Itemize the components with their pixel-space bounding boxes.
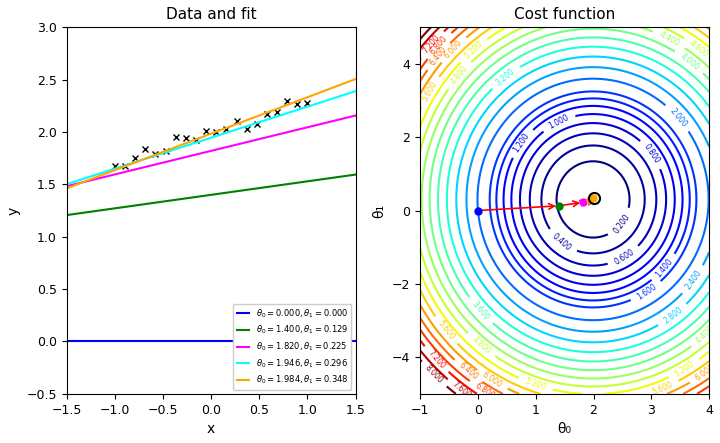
Text: 1.000: 1.000 bbox=[546, 113, 570, 131]
Text: 8.000: 8.000 bbox=[423, 364, 444, 385]
Text: 4.400: 4.400 bbox=[657, 30, 681, 48]
Text: 0.400: 0.400 bbox=[550, 232, 572, 253]
Text: 7.200: 7.200 bbox=[426, 348, 446, 371]
Title: Cost function: Cost function bbox=[514, 7, 616, 22]
Text: 0.800: 0.800 bbox=[642, 143, 662, 166]
Text: 1.200: 1.200 bbox=[512, 132, 531, 155]
Text: 6.800: 6.800 bbox=[473, 381, 496, 401]
Text: 2.800: 2.800 bbox=[662, 305, 684, 326]
Text: 6.800: 6.800 bbox=[428, 35, 449, 57]
Text: 1.600: 1.600 bbox=[635, 282, 658, 302]
X-axis label: θ₀: θ₀ bbox=[558, 422, 572, 436]
Text: 0.600: 0.600 bbox=[613, 247, 636, 267]
Text: 0.200: 0.200 bbox=[611, 212, 631, 235]
Text: 4.000: 4.000 bbox=[678, 51, 701, 72]
Text: 5.600: 5.600 bbox=[420, 80, 439, 103]
Text: 6.000: 6.000 bbox=[480, 370, 504, 390]
Text: 2.400: 2.400 bbox=[684, 268, 703, 291]
Text: 7.600: 7.600 bbox=[450, 380, 473, 401]
Text: 5.600: 5.600 bbox=[436, 319, 456, 342]
Text: 4.800: 4.800 bbox=[449, 64, 469, 86]
Text: 6.400: 6.400 bbox=[456, 361, 480, 382]
Text: 5.200: 5.200 bbox=[523, 377, 547, 392]
Text: 6.000: 6.000 bbox=[443, 39, 464, 61]
Text: 5.200: 5.200 bbox=[462, 39, 485, 61]
Text: 6.400: 6.400 bbox=[428, 45, 449, 68]
Text: 7.200: 7.200 bbox=[421, 33, 442, 55]
Text: 3.600: 3.600 bbox=[469, 299, 491, 322]
Text: 4.400: 4.400 bbox=[694, 324, 716, 346]
Y-axis label: θ₁: θ₁ bbox=[372, 203, 387, 218]
Text: 2.000: 2.000 bbox=[667, 106, 688, 129]
Text: 5.600: 5.600 bbox=[650, 380, 674, 396]
Title: Data and fit: Data and fit bbox=[166, 7, 256, 22]
Text: 6.000: 6.000 bbox=[693, 363, 716, 383]
Text: 4.800: 4.800 bbox=[470, 335, 492, 356]
Y-axis label: y: y bbox=[7, 206, 21, 215]
Text: 5.200: 5.200 bbox=[673, 359, 696, 379]
Text: 3.200: 3.200 bbox=[495, 66, 517, 87]
X-axis label: x: x bbox=[207, 422, 215, 436]
Text: 1.400: 1.400 bbox=[654, 256, 675, 279]
Legend: $\theta_0 = 0.000, \theta_1 = 0.000$, $\theta_0 = 1.400, \theta_1 = 0.129$, $\th: $\theta_0 = 0.000, \theta_1 = 0.000$, $\… bbox=[233, 304, 351, 389]
Text: 4.800: 4.800 bbox=[688, 38, 710, 59]
